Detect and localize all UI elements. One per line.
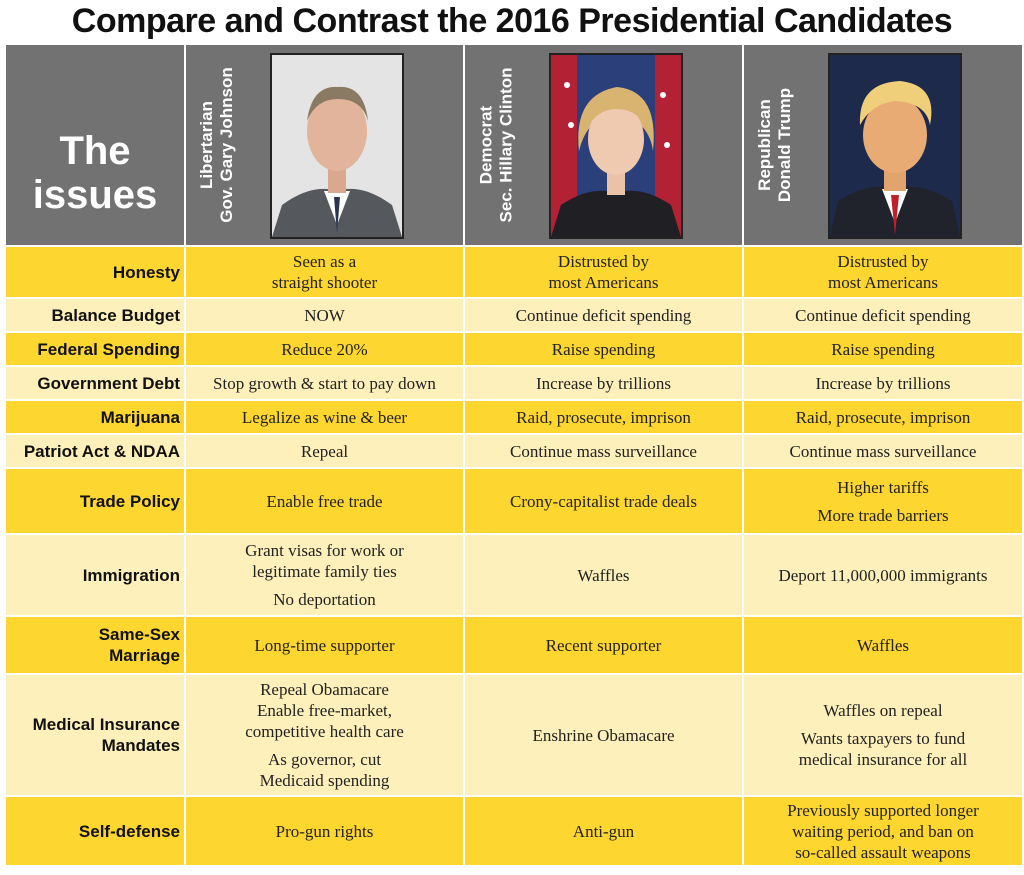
position-cell-clinton: Waffles — [463, 533, 744, 617]
candidate-label-trump: Republican Donald Trump — [755, 87, 794, 203]
position-cell-trump: Previously supported longer waiting perio… — [742, 795, 1024, 867]
position-cell-johnson: Repeal Obamacare Enable free-market, compe… — [184, 673, 465, 797]
position-cell-trump: Waffles — [742, 615, 1024, 675]
position-cell-johnson: Stop growth & start to pay down — [184, 365, 465, 401]
position-cell-johnson: Pro-gun rights — [184, 795, 465, 867]
position-cell-trump: Raid, prosecute, imprison — [742, 399, 1024, 435]
page-title: Compare and Contrast the 2016 Presidenti… — [71, 2, 953, 40]
position-cell-johnson: Enable free trade — [184, 467, 465, 535]
position-cell-clinton: Increase by trillions — [463, 365, 744, 401]
issues-header-cell: The issues — [4, 43, 186, 247]
issue-label: Marijuana — [4, 399, 186, 435]
position-cell-clinton: Crony-capitalist trade deals — [463, 467, 744, 535]
position-cell-johnson: Seen as a straight shooter — [184, 245, 465, 299]
candidate-header-trump: Republican Donald Trump — [742, 43, 1024, 247]
issue-label: Immigration — [4, 533, 186, 617]
position-cell-trump: Deport 11,000,000 immigrants — [742, 533, 1024, 617]
position-cell-trump: Raise spending — [742, 331, 1024, 367]
candidate-header-clinton: Democrat Sec. Hillary Clinton — [463, 43, 744, 247]
candidate-label-johnson: Libertarian Gov. Gary Johnson — [197, 67, 236, 223]
candidate-label-clinton: Democrat Sec. Hillary Clinton — [476, 67, 515, 223]
issue-row: Trade Policy Enable free trade Crony-capit… — [4, 467, 1024, 535]
comparison-table: The issues Libertarian Gov. Gary Johnson — [4, 43, 1024, 867]
issue-row: Immigration Grant visas for work or legiti… — [4, 533, 1024, 617]
position-cell-trump: Higher tariffs More trade barriers — [742, 467, 1024, 535]
issue-row: Balance Budget NOW Continue deficit spendi… — [4, 297, 1024, 333]
position-cell-johnson: NOW — [184, 297, 465, 333]
issue-row: Government Debt Stop growth & start to pa… — [4, 365, 1024, 401]
issue-row: Marijuana Legalize as wine & beer Raid, pr… — [4, 399, 1024, 435]
position-cell-trump: Waffles on repeal Wants taxpayers to fund… — [742, 673, 1024, 797]
issue-label: Self-defense — [4, 795, 186, 867]
issue-label: Same-Sex Marriage — [4, 615, 186, 675]
candidate-photo-clinton — [549, 53, 683, 239]
issue-label: Trade Policy — [4, 467, 186, 535]
issue-label: Federal Spending — [4, 331, 186, 367]
position-cell-clinton: Raid, prosecute, imprison — [463, 399, 744, 435]
issue-label: Medical Insurance Mandates — [4, 673, 186, 797]
position-cell-trump: Increase by trillions — [742, 365, 1024, 401]
issue-row: Same-Sex Marriage Long-time supporter Recen… — [4, 615, 1024, 675]
issue-label: Honesty — [4, 245, 186, 299]
position-cell-clinton: Enshrine Obamacare — [463, 673, 744, 797]
issue-row: Self-defense Pro-gun rights Anti-gun Previo… — [4, 795, 1024, 867]
position-cell-clinton: Distrusted by most Americans — [463, 245, 744, 299]
issue-label: Government Debt — [4, 365, 186, 401]
issue-row: Patriot Act & NDAA Repeal Continue mass su… — [4, 433, 1024, 469]
issue-label: Patriot Act & NDAA — [4, 433, 186, 469]
candidate-photo-trump — [828, 53, 962, 239]
position-cell-johnson: Reduce 20% — [184, 331, 465, 367]
position-cell-trump: Continue deficit spending — [742, 297, 1024, 333]
position-cell-clinton: Recent supporter — [463, 615, 744, 675]
position-cell-clinton: Anti-gun — [463, 795, 744, 867]
issues-heading: The issues — [32, 129, 158, 217]
position-cell-johnson: Repeal — [184, 433, 465, 469]
candidate-header-johnson: Libertarian Gov. Gary Johnson — [184, 43, 465, 247]
issue-row: Honesty Seen as a straight shooter Distrust… — [4, 245, 1024, 299]
issue-row: Medical Insurance Mandates Repeal Obamacar… — [4, 673, 1024, 797]
position-cell-clinton: Continue deficit spending — [463, 297, 744, 333]
position-cell-johnson: Grant visas for work or legitimate family… — [184, 533, 465, 617]
issue-row: Federal Spending Reduce 20% Raise spending… — [4, 331, 1024, 367]
position-cell-trump: Continue mass surveillance — [742, 433, 1024, 469]
position-cell-johnson: Long-time supporter — [184, 615, 465, 675]
issue-label: Balance Budget — [4, 297, 186, 333]
position-cell-clinton: Continue mass surveillance — [463, 433, 744, 469]
header-row: The issues Libertarian Gov. Gary Johnson — [4, 43, 1024, 247]
position-cell-johnson: Legalize as wine & beer — [184, 399, 465, 435]
position-cell-trump: Distrusted by most Americans — [742, 245, 1024, 299]
position-cell-clinton: Raise spending — [463, 331, 744, 367]
candidate-photo-johnson — [270, 53, 404, 239]
